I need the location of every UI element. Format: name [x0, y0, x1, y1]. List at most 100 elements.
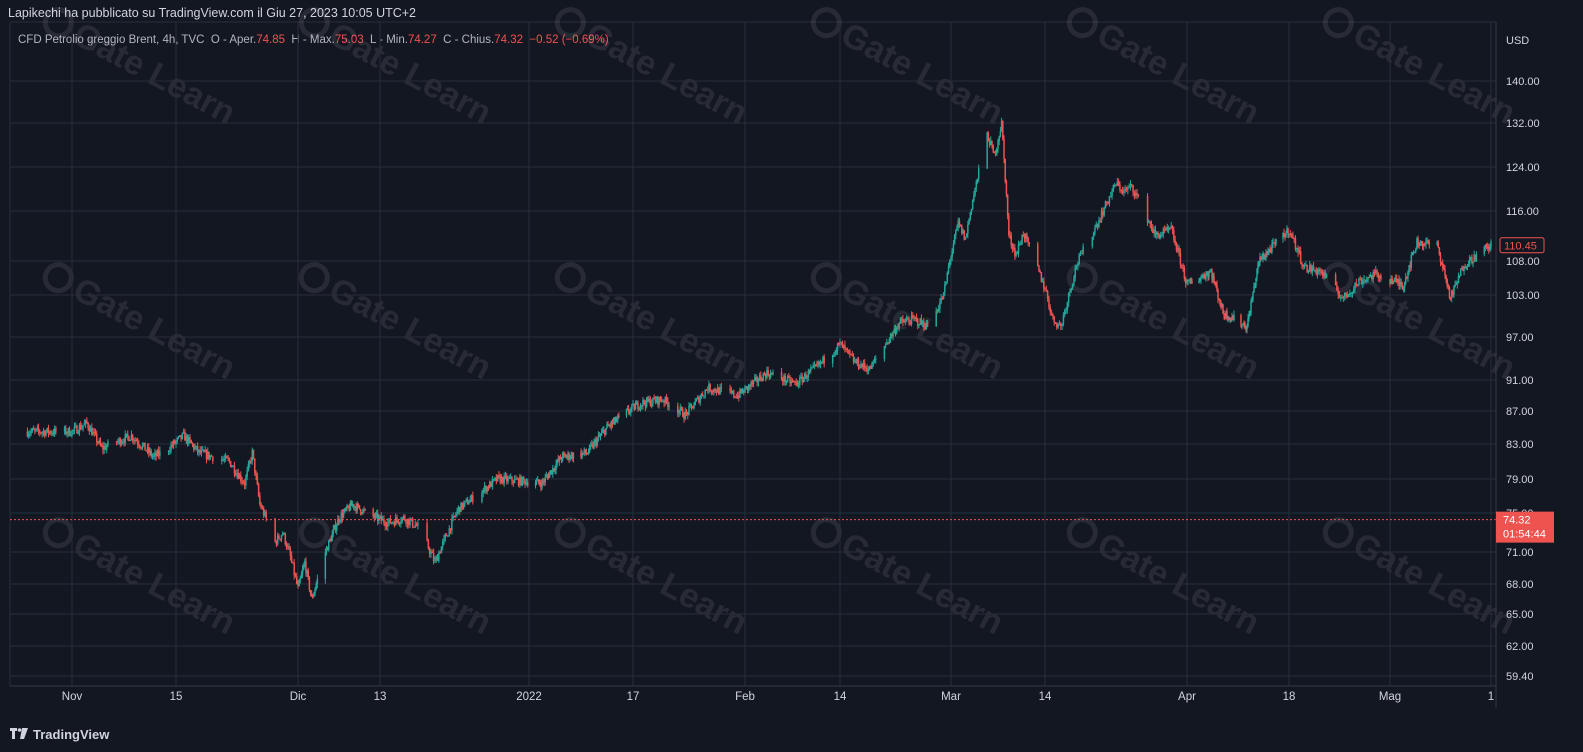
candle-body — [347, 505, 349, 508]
candle-body — [1424, 244, 1426, 246]
candle-body — [1103, 208, 1105, 216]
candle-body — [487, 486, 490, 489]
candle-body — [455, 514, 457, 516]
candle-body — [846, 348, 849, 350]
candle-body — [861, 364, 863, 368]
candle-body — [562, 453, 565, 455]
candle-body — [1079, 253, 1082, 255]
candle-body — [738, 395, 740, 398]
candle-body — [1096, 224, 1099, 227]
candle-body — [409, 520, 411, 526]
candle-body — [1039, 271, 1041, 273]
candle-body — [1338, 294, 1341, 299]
candle-body — [957, 220, 959, 227]
candle-body — [496, 474, 499, 482]
candle-body — [976, 178, 979, 182]
candle-body — [1341, 297, 1343, 299]
candle-body — [701, 394, 704, 397]
symbol-label[interactable]: CFD Petrolio greggio Brent, 4h, TVC — [18, 34, 205, 46]
candle-body — [664, 396, 667, 403]
candle-body — [229, 461, 232, 467]
candle-body — [823, 356, 825, 364]
candle-body — [808, 370, 811, 372]
candle-body — [364, 509, 366, 511]
candle-body — [1198, 281, 1200, 284]
candle-body — [951, 250, 953, 257]
gate-logo-icon — [298, 262, 330, 294]
candle-body — [800, 376, 802, 378]
candle-body — [1422, 244, 1425, 247]
candle-body — [1214, 282, 1216, 285]
candle-body — [867, 370, 870, 372]
candle-body — [357, 504, 360, 506]
candle-body — [436, 556, 439, 561]
candle-body — [392, 522, 394, 524]
candle-body — [100, 445, 103, 447]
candle-body — [570, 453, 572, 458]
candle-body — [326, 547, 329, 551]
candle-body — [1395, 278, 1398, 282]
candle-body — [698, 396, 700, 403]
gate-logo-icon — [810, 262, 842, 294]
candle-body — [245, 476, 247, 486]
candle-body — [1067, 292, 1070, 303]
watermark-text: Gate Learn — [1091, 270, 1266, 387]
candle-body — [749, 384, 751, 387]
time-axis[interactable]: Nov 15 Dic 13 2022 17 Feb 14 Mar 14 Apr 18 Mag 1 — [62, 691, 1494, 703]
candle-body — [159, 451, 161, 456]
candle-body — [1475, 254, 1478, 261]
candle-body — [789, 377, 791, 384]
candle-body — [802, 378, 805, 383]
candle-body — [1265, 252, 1267, 258]
candle-body — [1012, 247, 1015, 249]
candle-body — [358, 505, 361, 510]
candle-body — [811, 367, 813, 369]
candle-body — [630, 408, 632, 413]
candle-body — [338, 518, 340, 522]
candle-body — [426, 522, 428, 541]
candle-body — [1306, 264, 1308, 273]
tradingview-logo[interactable]: TradingView — [10, 727, 109, 742]
candle-body — [1015, 253, 1017, 256]
watermark-text: Gate Learn — [323, 15, 498, 132]
candle-body — [456, 510, 458, 515]
candle-body — [610, 421, 613, 427]
candle-body — [612, 421, 615, 424]
candle-body — [340, 512, 343, 521]
candle-body — [35, 428, 37, 430]
candle-body — [871, 362, 873, 369]
candle-body — [284, 533, 287, 545]
candle-body — [814, 364, 817, 366]
candle-body — [265, 512, 267, 519]
candle-body — [538, 479, 540, 483]
candle-body — [1112, 185, 1115, 191]
candle-body — [584, 449, 587, 454]
candlestick-series — [26, 117, 1492, 599]
candle-body — [967, 224, 969, 234]
time-tick-label: 14 — [1039, 691, 1052, 703]
gate-learn-watermark: Gate Learn — [42, 517, 242, 642]
candle-body — [1247, 318, 1249, 327]
candle-body — [176, 437, 179, 442]
candle-body — [539, 482, 541, 485]
candle-body — [1254, 285, 1256, 287]
watermark-text: Gate Learn — [67, 270, 242, 387]
candle-body — [89, 427, 92, 432]
candle-body — [1124, 189, 1126, 191]
candle-body — [592, 443, 594, 448]
candle-body — [786, 376, 789, 382]
price-axis[interactable]: 140.00 132.00 124.00 116.00 108.00 103.00 97.0… — [1506, 76, 1540, 683]
candle-body — [136, 441, 139, 444]
candle-body — [1098, 220, 1100, 227]
candle-body — [388, 518, 390, 523]
candle-body — [958, 220, 961, 225]
candle-body — [560, 459, 563, 461]
candle-body — [1419, 243, 1422, 246]
candle-body — [572, 452, 575, 459]
candle-body — [302, 565, 305, 570]
candle-body — [744, 386, 746, 393]
candle-body — [105, 446, 108, 450]
candle-body — [1459, 269, 1462, 276]
gate-learn-watermark: Gate Learn — [554, 7, 754, 132]
